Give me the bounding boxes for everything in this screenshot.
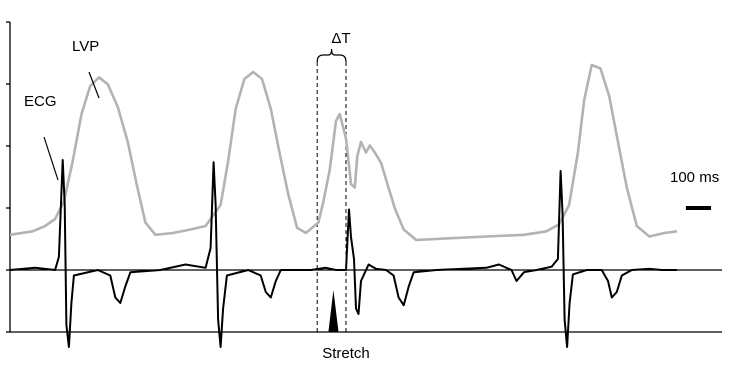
- lvp-label-pointer: [88, 71, 100, 99]
- lvp-trace: [9, 63, 678, 242]
- ecg-label: ECG: [24, 93, 57, 110]
- delta-t-marker: ΔT: [316, 30, 351, 332]
- lvp-label: LVP: [72, 38, 99, 55]
- scale-bar-label: 100 ms: [670, 169, 719, 186]
- stretch-label: Stretch: [322, 345, 370, 362]
- y-axis: [6, 21, 11, 333]
- time-scale-bar: 100 ms: [670, 169, 719, 210]
- stretch-pulse: [328, 290, 339, 332]
- delta-t-brace: [316, 48, 347, 63]
- delta-t-label: ΔT: [331, 30, 350, 47]
- ecg-label-pointer: [43, 136, 59, 181]
- ecg-trace: [9, 159, 677, 348]
